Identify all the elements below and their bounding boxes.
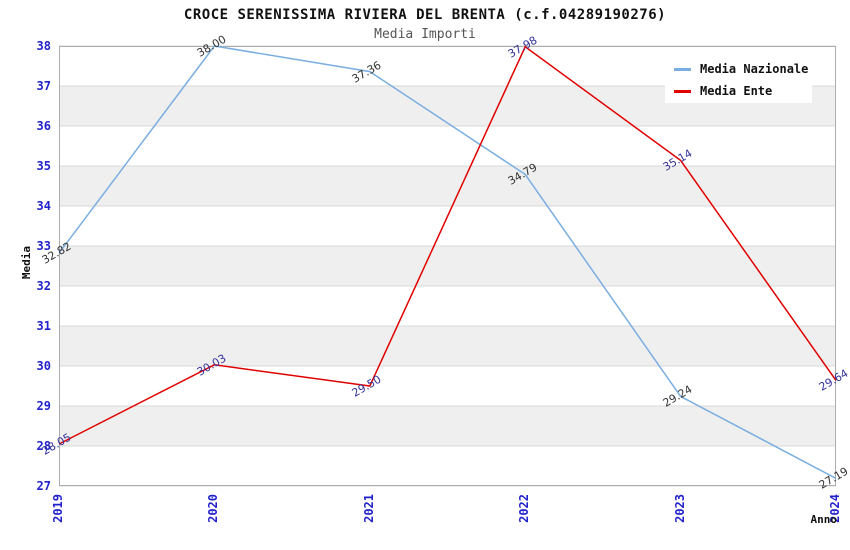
data-label: 37.36 — [350, 58, 384, 86]
plot-area: 32.82 38.00 37.36 34.79 29.24 27.19 28.05 30.03… — [39, 33, 850, 492]
x-tick-label: 2022 — [517, 494, 532, 523]
legend-label-media-ente: Media Ente — [700, 84, 773, 98]
data-label: 28.05 — [39, 430, 73, 458]
y-tick-label: 33 — [36, 239, 51, 253]
series-line-media-ente — [58, 45, 837, 445]
y-tick-label: 38 — [36, 39, 51, 53]
x-tick-label: 2021 — [361, 494, 376, 523]
series-line-media-nazionale — [58, 45, 837, 480]
x-axis-title: Anno — [810, 513, 838, 526]
data-label: 34.79 — [505, 161, 540, 189]
legend: Media Nazionale Media Ente — [665, 57, 812, 103]
plot-canvas — [58, 45, 837, 487]
y-tick-label: 34 — [36, 199, 51, 213]
x-tick-label: 2020 — [206, 494, 221, 523]
y-tick-label: 31 — [36, 319, 51, 333]
grid-band — [59, 246, 836, 286]
chart-title: CROCE SERENISSIMA RIVIERA DEL BRENTA (c.… — [183, 7, 667, 23]
chart-subtitle: Media Importi — [374, 27, 476, 42]
y-tick-label: 32 — [36, 279, 51, 293]
y-tick-label: 30 — [36, 359, 51, 373]
y-tick-label: 27 — [36, 479, 51, 493]
y-tick-label: 28 — [36, 439, 51, 453]
grid-band — [59, 166, 836, 206]
data-label: 29.50 — [350, 372, 384, 400]
y-tick-label: 29 — [36, 399, 51, 413]
y-tick-label: 35 — [36, 159, 51, 173]
legend-label-media-nazionale: Media Nazionale — [700, 62, 809, 76]
data-label: 30.03 — [194, 351, 229, 379]
legend-swatch-media-nazionale-icon — [674, 67, 691, 71]
y-tick-label: 36 — [36, 119, 51, 133]
data-label: 27.19 — [816, 465, 850, 493]
grid-band — [59, 406, 836, 446]
y-tick-label: 37 — [36, 79, 51, 93]
data-label: 29.64 — [816, 367, 850, 395]
data-label: 35.14 — [660, 147, 695, 175]
data-label: 29.24 — [660, 383, 695, 411]
data-labels-layer: 32.82 38.00 37.36 34.79 29.24 27.19 28.05 30.03… — [39, 33, 850, 492]
x-tick-label: 2023 — [672, 494, 687, 523]
x-tick-label: 2019 — [51, 494, 65, 523]
legend-swatch-media-ente-icon — [674, 89, 691, 93]
legend-item-media-ente: Media Ente — [665, 82, 812, 100]
grid-band — [59, 326, 836, 366]
legend-item-media-nazionale: Media Nazionale — [665, 60, 812, 78]
plot-border — [59, 46, 836, 486]
